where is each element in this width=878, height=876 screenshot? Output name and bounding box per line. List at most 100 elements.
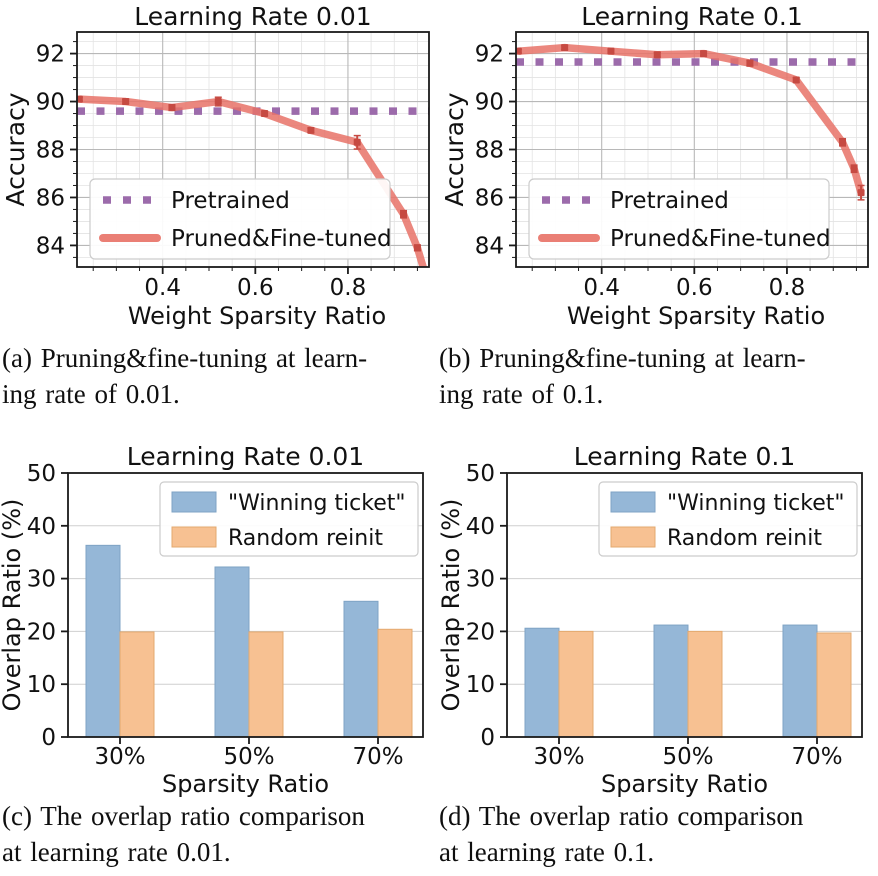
- marker: [653, 51, 661, 59]
- x-tick-label: 0.6: [237, 275, 274, 301]
- legend-pretrained-label: Pretrained: [610, 188, 729, 214]
- y-tick-label: 0: [41, 725, 56, 751]
- caption-c: (c) The overlap ratio comparison at lear…: [2, 798, 440, 870]
- y-tick-label: 30: [466, 567, 495, 593]
- marker: [261, 110, 269, 118]
- marker: [607, 47, 615, 55]
- x-tick-label: 30%: [94, 744, 145, 770]
- chart-b-svg: 0.4 0.6 0.8 84 86 88 90 92 Learning Rate 0.1 Weig…: [440, 2, 869, 330]
- random-bar: [816, 632, 852, 738]
- legend-winning-swatch: [171, 491, 217, 513]
- chart-a-svg: 0.4 0.6 0.8 84 86 88 90 92 Learning Rate 0.01 Wei…: [1, 2, 430, 330]
- x-axis-label: Weight Sparsity Ratio: [128, 302, 386, 330]
- markers: [516, 44, 865, 197]
- legend-pruned-label: Pruned&Fine-tuned: [610, 226, 831, 252]
- y-tick-label: 86: [36, 185, 65, 211]
- chart-d-svg: 0 10 20 30 40 50 30% 50% 70% Learning Rate 0.1 Spa…: [439, 442, 863, 798]
- y-tick-label: 10: [27, 672, 56, 698]
- axes-spines: [506, 472, 863, 738]
- y-tick-label: 0: [480, 725, 495, 751]
- caption-c-line2: at learning rate 0.01.: [2, 837, 231, 867]
- random-bar: [687, 630, 723, 738]
- chart-d: 0 10 20 30 40 50 30% 50% 70% Learning Rate 0.1 Spa…: [439, 440, 878, 798]
- y-axis-label: Overlap Ratio (%): [439, 499, 465, 712]
- pruned-line: [518, 43, 865, 194]
- legend-random-swatch: [171, 526, 217, 548]
- marker: [413, 244, 421, 252]
- x-axis-label: Sparsity Ratio: [162, 770, 329, 798]
- x-tick-label: 0.8: [330, 275, 367, 301]
- legend-winning-label: "Winning ticket": [667, 491, 844, 516]
- legend-winning-label: "Winning ticket": [228, 491, 405, 516]
- caption-d: (d) The overlap ratio comparison at lear…: [439, 798, 877, 870]
- ticks: [61, 472, 379, 744]
- winning-bar: [524, 627, 560, 738]
- y-axis-label: Accuracy: [440, 92, 469, 206]
- random-bar: [119, 631, 155, 738]
- y-tick-label: 88: [36, 138, 65, 164]
- y-tick-label: 30: [27, 567, 56, 593]
- y-tick-label: 50: [466, 461, 495, 487]
- x-tick-label: 70%: [791, 744, 842, 770]
- caption-a: (a) Pruning&fine-tuning at learn- ing ra…: [2, 340, 440, 412]
- x-tick-label: 50%: [662, 744, 713, 770]
- marker: [214, 98, 222, 106]
- x-axis-label: Sparsity Ratio: [601, 770, 768, 798]
- marker: [792, 76, 800, 84]
- legend-random-label: Random reinit: [228, 526, 383, 551]
- chart-b: 0.4 0.6 0.8 84 86 88 90 92 Learning Rate 0.1 Weig…: [439, 0, 878, 330]
- marker: [423, 275, 430, 282]
- legend-box: [89, 178, 391, 260]
- y-tick-label: 40: [27, 514, 56, 540]
- marker: [746, 59, 754, 67]
- chart-c: 0 10 20 30 40 50 30% 50% 70% Learning Rate 0.01 Sp…: [0, 440, 439, 798]
- chart-c-svg: 0 10 20 30 40 50 30% 50% 70% Learning Rate 0.01 Sp…: [0, 442, 424, 798]
- legend: "Winning ticket" Random reinit: [159, 481, 419, 557]
- y-tick-label: 20: [466, 619, 495, 645]
- y-tick-label: 20: [27, 619, 56, 645]
- y-axis-label: Accuracy: [1, 92, 30, 206]
- x-tick-label: 0.4: [583, 275, 620, 301]
- axes-spines: [67, 472, 424, 738]
- x-tick-label: 0.4: [144, 275, 181, 301]
- y-tick-label: 92: [36, 42, 65, 68]
- winning-bar: [85, 544, 121, 738]
- legend-random-label: Random reinit: [667, 526, 822, 551]
- ticks: [509, 41, 857, 274]
- chart-title: Learning Rate 0.01: [127, 442, 364, 471]
- pruned-line: [79, 95, 428, 267]
- x-tick-label: 0.6: [676, 275, 713, 301]
- y-tick-label: 90: [36, 90, 65, 116]
- caption-d-line1: (d) The overlap ratio comparison: [439, 801, 804, 831]
- error-bars: [516, 44, 865, 201]
- x-axis-label: Weight Sparsity Ratio: [567, 302, 825, 330]
- marker: [516, 47, 522, 55]
- winning-bar: [653, 624, 689, 738]
- caption-c-line1: (c) The overlap ratio comparison: [2, 801, 365, 831]
- chart-title: Learning Rate 0.01: [134, 2, 371, 31]
- legend-box: [528, 178, 830, 260]
- legend: Pretrained Pruned&Fine-tuned: [89, 178, 392, 260]
- legend: "Winning ticket" Random reinit: [598, 481, 858, 557]
- marker: [168, 104, 176, 112]
- y-tick-label: 10: [466, 672, 495, 698]
- y-tick-label: 40: [466, 514, 495, 540]
- marker: [561, 44, 569, 52]
- marker: [353, 138, 361, 146]
- y-tick-label: 86: [475, 185, 504, 211]
- marker: [77, 95, 83, 103]
- marker: [700, 50, 708, 58]
- chart-title: Learning Rate 0.1: [581, 2, 803, 31]
- x-tick-label: 30%: [533, 744, 584, 770]
- marker: [857, 189, 865, 197]
- markers: [77, 95, 430, 282]
- ticks: [500, 472, 818, 744]
- chart-title: Learning Rate 0.1: [574, 442, 796, 471]
- y-tick-label: 50: [27, 461, 56, 487]
- winning-bar: [343, 600, 379, 738]
- y-tick-label: 92: [475, 42, 504, 68]
- caption-b: (b) Pruning&fine-tuning at learn- ing ra…: [439, 340, 877, 412]
- random-bar: [248, 631, 284, 738]
- legend-box: [598, 481, 858, 557]
